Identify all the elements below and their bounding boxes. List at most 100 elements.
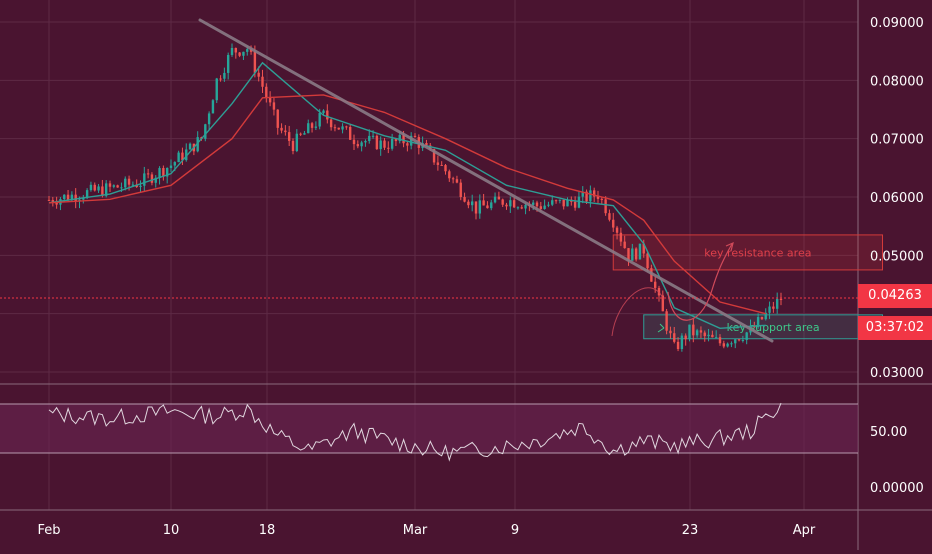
candle-body	[432, 149, 436, 163]
candle-body	[242, 51, 245, 56]
candle-body	[226, 54, 230, 73]
x-tick-label: Apr	[793, 523, 816, 538]
candle-body	[688, 324, 691, 340]
candle-body	[368, 135, 371, 141]
candle-body	[185, 149, 188, 161]
candle-body	[257, 72, 260, 77]
candle-body	[390, 138, 394, 149]
candle-body	[638, 243, 642, 260]
candle-body	[139, 185, 142, 187]
candle-body	[665, 311, 668, 331]
candle-body	[653, 281, 657, 288]
projection-arc	[611, 287, 665, 337]
x-tick-label: 10	[163, 523, 180, 538]
candle-body	[592, 190, 596, 197]
candle-body	[444, 165, 447, 172]
candle-body	[734, 339, 737, 344]
candle-body	[581, 191, 584, 197]
candle-body	[348, 126, 352, 140]
candle-body	[467, 201, 470, 206]
candle-body	[512, 200, 516, 208]
candle-body	[66, 194, 70, 201]
y-tick-label: 0.03000	[870, 366, 924, 381]
candle-body	[730, 343, 733, 345]
candle-body	[768, 306, 771, 313]
candle-body	[295, 133, 299, 152]
candle-body	[234, 48, 238, 53]
candle-body	[631, 248, 634, 261]
candle-body	[379, 140, 382, 150]
candle-body	[188, 143, 192, 150]
candle-body	[745, 332, 748, 340]
candle-body	[722, 343, 726, 347]
candle-body	[509, 200, 512, 207]
candle-body	[604, 199, 607, 214]
candle-body	[623, 241, 626, 249]
candle-body	[737, 339, 741, 341]
x-tick-label: 18	[259, 523, 276, 538]
candle-body	[371, 135, 375, 137]
candle-body	[596, 196, 600, 199]
last-price-label: 0.04263	[868, 288, 922, 303]
candle-body	[345, 126, 348, 128]
candle-body	[146, 173, 150, 175]
axes: 0.09000 0.08000 0.07000 0.06000 0.05000 0.030…	[37, 16, 923, 538]
candle-body	[337, 127, 340, 130]
candle-body	[383, 140, 386, 148]
candle-body	[524, 204, 527, 209]
projection-arrow-path	[667, 243, 733, 321]
candle-body	[249, 49, 253, 52]
candle-body	[741, 339, 745, 341]
candle-body	[55, 202, 58, 205]
candles	[47, 43, 783, 352]
candle-body	[490, 202, 493, 209]
candle-body	[204, 124, 207, 139]
candle-body	[474, 201, 478, 214]
candle-body	[455, 179, 459, 183]
candle-body	[726, 343, 729, 347]
candle-body	[463, 196, 466, 202]
candle-body	[287, 132, 291, 141]
candle-body	[181, 152, 184, 161]
candle-body	[70, 194, 74, 201]
candle-body	[608, 213, 611, 220]
moving-average-line	[48, 94, 766, 315]
candle-body	[268, 97, 272, 103]
candle-body	[692, 324, 695, 336]
candle-body	[703, 332, 706, 337]
candle-body	[280, 127, 283, 131]
candle-body	[448, 171, 451, 179]
candle-body	[272, 102, 276, 110]
candle-body	[63, 194, 66, 200]
candle-body	[772, 306, 775, 309]
candle-body	[585, 191, 588, 202]
candle-body	[238, 52, 241, 56]
candle-body	[352, 139, 356, 145]
candle-body	[695, 330, 699, 336]
candle-body	[409, 135, 413, 146]
candle-body	[341, 126, 344, 130]
candle-body	[394, 138, 398, 142]
candle-body	[360, 142, 363, 147]
last-price-badge: 0.04263	[858, 284, 932, 308]
candle-body	[318, 113, 321, 127]
x-tick-label: 9	[511, 523, 519, 538]
candle-body	[143, 173, 146, 186]
candle-body	[387, 147, 390, 149]
candle-body	[558, 199, 562, 201]
candle-body	[627, 248, 630, 261]
candle-body	[673, 333, 676, 342]
moving-averages	[48, 61, 766, 330]
candle-body	[223, 72, 226, 79]
candle-body	[714, 337, 718, 339]
candle-body	[600, 198, 604, 200]
moving-average-line	[48, 61, 766, 330]
candle-body	[120, 187, 123, 189]
candle-body	[329, 119, 333, 128]
candle-body	[398, 134, 401, 142]
candle-body	[520, 207, 523, 209]
candle-body	[699, 330, 703, 333]
candle-body	[554, 200, 558, 202]
candle-body	[310, 123, 314, 128]
